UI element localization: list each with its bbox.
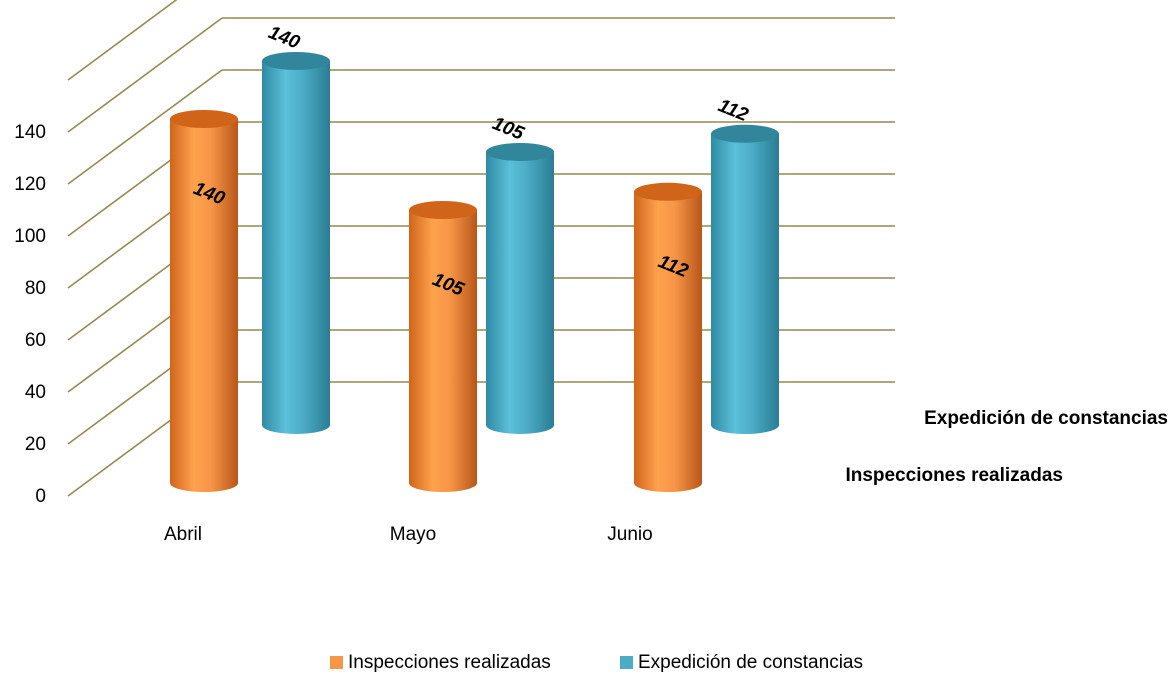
cylinder-top	[486, 143, 554, 161]
cylinder-top	[409, 201, 477, 219]
y-tick-label: 60	[25, 330, 46, 351]
data-label: 105	[489, 113, 527, 145]
y-tick-label: 40	[25, 382, 46, 403]
y-tick-label: 140	[14, 122, 46, 143]
legend-label: Expedición de constancias	[638, 652, 863, 673]
cylinder-top	[262, 52, 330, 70]
cylinder-top	[711, 125, 779, 143]
y-tick-label: 0	[35, 486, 46, 507]
bar-expedicion-mayo	[486, 143, 554, 434]
x-tick-label: Abril	[164, 524, 202, 545]
legend-label: Inspecciones realizadas	[348, 652, 551, 673]
gridline-side	[68, 0, 222, 80]
cylinder-top	[634, 183, 702, 201]
legend-swatch	[620, 656, 633, 669]
legend-item: Inspecciones realizadas	[330, 652, 551, 673]
legend-item: Expedición de constancias	[620, 652, 863, 673]
bar-inspecciones-abril	[170, 110, 238, 492]
cylinder-body	[486, 152, 554, 434]
depth-label-inspecciones: Inspecciones realizadas	[845, 465, 1063, 486]
legend: Inspecciones realizadas Expedición de con…	[330, 652, 863, 673]
x-tick-label: Junio	[607, 524, 652, 545]
cylinder-top	[170, 110, 238, 128]
y-tick-label: 20	[25, 434, 46, 455]
depth-label-expedicion: Expedición de constancias	[924, 408, 1168, 429]
cylinder-body	[262, 61, 330, 434]
cylinder-body	[170, 119, 238, 492]
bar-expedicion-junio	[711, 125, 779, 434]
legend-swatch	[330, 656, 343, 669]
bar-expedicion-abril	[262, 52, 330, 434]
depth-axis: Expedición de constancias Inspecciones re…	[845, 408, 1168, 486]
x-axis: Abril Mayo Junio	[164, 524, 653, 545]
cylinder-body	[711, 134, 779, 434]
cylinder-body	[409, 210, 477, 492]
y-tick-label: 80	[25, 278, 46, 299]
y-axis: 0 20 40 60 80 100 120 140	[14, 122, 46, 507]
bar-inspecciones-junio	[634, 183, 702, 492]
y-tick-label: 100	[14, 226, 46, 247]
bar-inspecciones-mayo	[409, 201, 477, 492]
y-tick-label: 120	[14, 174, 46, 195]
x-tick-label: Mayo	[390, 524, 436, 545]
cylinder-body	[634, 192, 702, 492]
data-label: 140	[265, 22, 303, 54]
